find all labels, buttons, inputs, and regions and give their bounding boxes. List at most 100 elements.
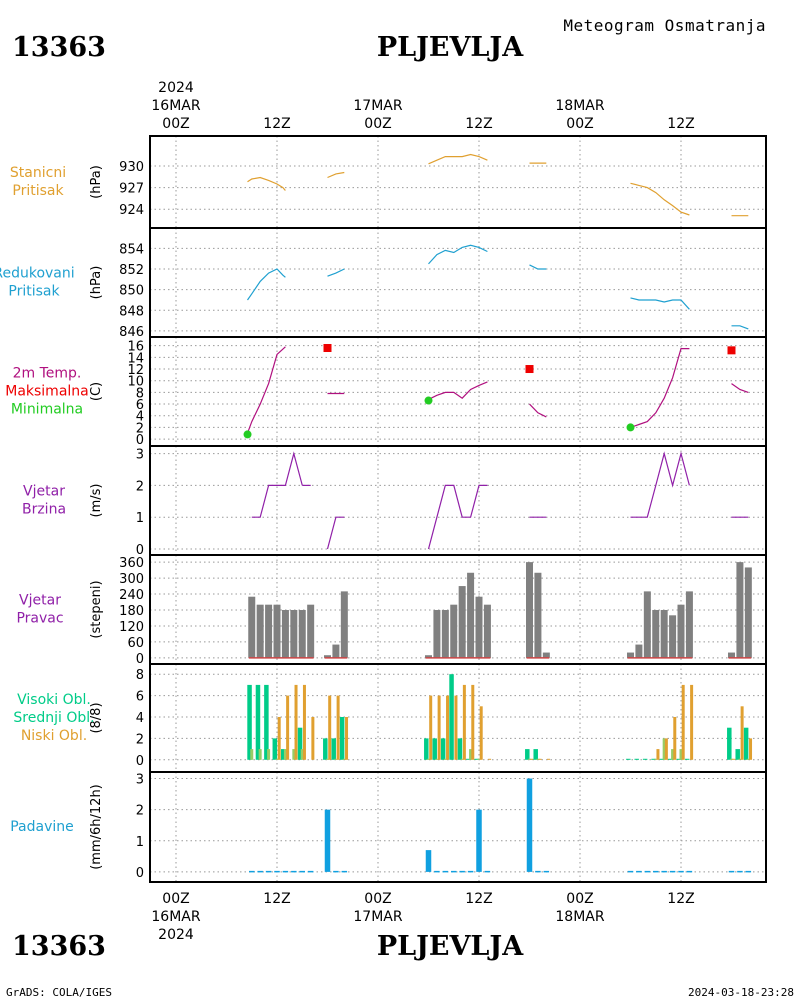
precipitation-bar-18 [484, 870, 491, 873]
cloud-bar-2-1 [286, 695, 290, 760]
wind-direction-label-1: Pravac [16, 611, 63, 627]
temperature-ylabel: (C) [89, 382, 104, 401]
cloud-bar-1-10 [427, 758, 430, 760]
cloud-bar-2-3 [302, 684, 306, 760]
temperature-tick-label-3: 6 [136, 398, 144, 413]
station-pressure-label-0: Stanicni [10, 165, 66, 181]
station-pressure-label-1: Pritisak [12, 183, 64, 199]
precipitation-bar-25 [653, 870, 659, 873]
precipitation-bar-24 [644, 870, 651, 873]
precipitation-bar-15 [459, 870, 465, 873]
cloud-bar-0-14 [466, 758, 471, 760]
precipitation-bar-19 [526, 778, 533, 872]
clouds-label-0: Visoki Obl. [17, 692, 91, 708]
wind-speed-series-line-2 [326, 516, 345, 550]
clouds-label-1: Srednji Obl. [13, 710, 94, 726]
cloud-bar-0-1 [255, 684, 261, 760]
cloud-bar-1-4 [283, 749, 287, 760]
cloud-bar-1-8 [334, 758, 338, 760]
temperature-tick-label-5: 10 [127, 375, 144, 390]
day-label-bottom-2: 17MAR [353, 909, 402, 925]
station-name-bottom: PLJEVLJA [377, 931, 524, 962]
cloud-bar-0-12 [449, 674, 454, 760]
cloud-bar-2-6 [336, 695, 340, 760]
cloud-bar-0-23 [668, 758, 673, 760]
reduced-pressure-label-0: Redukovani [0, 266, 75, 282]
wind-direction-bar-6 [298, 610, 306, 658]
precipitation-bar-11 [425, 850, 432, 872]
minimum-marker-0 [243, 430, 252, 439]
temperature-series-line-5 [731, 383, 749, 393]
temperature-tick-label-8: 16 [127, 340, 144, 355]
cloud-bar-0-10 [432, 738, 437, 760]
cloud-bar-0-27 [735, 749, 740, 760]
station-pressure-tick-label-2: 930 [119, 160, 144, 175]
hour-label-top-4: 12Z [465, 116, 492, 132]
cloud-bar-0-5 [297, 727, 303, 760]
reduced-pressure-label-1: Pritisak [8, 284, 60, 300]
cloud-bar-1-6 [300, 749, 304, 760]
cloud-bar-1-12 [443, 758, 447, 760]
wind-direction-bar-1 [256, 604, 264, 658]
cloud-bar-1-2 [267, 749, 271, 760]
year-label-bottom: 2024 [158, 927, 194, 943]
cloud-bar-0-24 [676, 758, 682, 760]
cloud-bar-2-25 [740, 706, 744, 760]
station-name-top: PLJEVLJA [377, 32, 524, 63]
hour-label-bottom-4: 12Z [465, 891, 492, 907]
reduced-pressure-tick-label-1: 848 [119, 304, 144, 319]
cloud-bar-1-14 [469, 749, 473, 760]
day-label-bottom-1: 16MAR [151, 909, 200, 925]
top-time-labels: 2024 16MAR 17MAR 18MAR 00Z 12Z 00Z 12Z 0… [151, 80, 694, 132]
precipitation-tick-label-3: 3 [136, 773, 144, 788]
panels: 924927930(hPa)StanicniPritisak8468488508… [0, 135, 767, 883]
precipitation-bar-12 [434, 870, 440, 873]
cloud-bar-2-23 [690, 684, 694, 760]
precipitation-bar-7 [307, 870, 314, 873]
day-label-top-3: 18MAR [555, 98, 604, 114]
minimum-marker-1 [424, 396, 433, 405]
hour-label-top-6: 12Z [667, 116, 694, 132]
wind-direction-bar-32 [744, 567, 752, 658]
station-id-top: 13363 [12, 32, 106, 63]
clouds-panel: 0 2 4 6 8 (8/8)Visoki Obl. Srednji Obl. Niski O… [13, 663, 767, 773]
precipitation-bar-27 [669, 870, 676, 873]
clouds-tick-label-3: 6 [136, 690, 144, 705]
precipitation-bar-6 [299, 870, 305, 873]
hour-label-top-5: 00Z [566, 116, 593, 132]
precipitation-bar-21 [543, 870, 550, 873]
station-pressure-series-line-1 [327, 171, 345, 179]
maximum-marker-0 [323, 344, 332, 353]
clouds-tick-label-2: 4 [136, 711, 144, 726]
temperature-series-line-3 [529, 403, 547, 418]
precipitation-bar-0 [249, 870, 255, 873]
clouds-ylabel: (8/8) [89, 702, 104, 733]
wind-direction-tick-label-4: 240 [119, 588, 144, 603]
wind-direction-bar-14 [450, 604, 458, 658]
precipitation-tick-label-0: 0 [136, 866, 144, 881]
wind-direction-bar-23 [635, 644, 643, 658]
cloud-bar-1-16 [528, 758, 531, 760]
reduced-pressure-tick-label-2: 850 [119, 284, 144, 299]
cloud-bar-2-8 [429, 695, 433, 760]
precipitation-frame [149, 771, 767, 883]
wind-direction-bar-31 [736, 562, 744, 658]
cloud-bar-0-8 [339, 717, 345, 760]
precipitation-bar-29 [686, 870, 693, 873]
precipitation-label-0: Padavine [10, 819, 74, 835]
cloud-bar-0-11 [440, 738, 446, 760]
cloud-bar-0-26 [727, 727, 732, 760]
temperature-series-line-0 [246, 346, 286, 434]
cloud-bar-1-9 [342, 758, 346, 760]
precipitation-bar-9 [333, 870, 339, 873]
temperature-label-2: Minimalna [11, 402, 83, 418]
day-label-bottom-3: 18MAR [555, 909, 604, 925]
wind-speed-label-1: Brzina [22, 502, 66, 518]
precipitation-bar-23 [636, 870, 642, 873]
wind-speed-ylabel: (m/s) [89, 484, 104, 518]
cloud-bar-1-19 [662, 738, 666, 760]
cloud-bar-0-0 [247, 684, 252, 760]
cloud-bar-1-5 [292, 749, 296, 760]
